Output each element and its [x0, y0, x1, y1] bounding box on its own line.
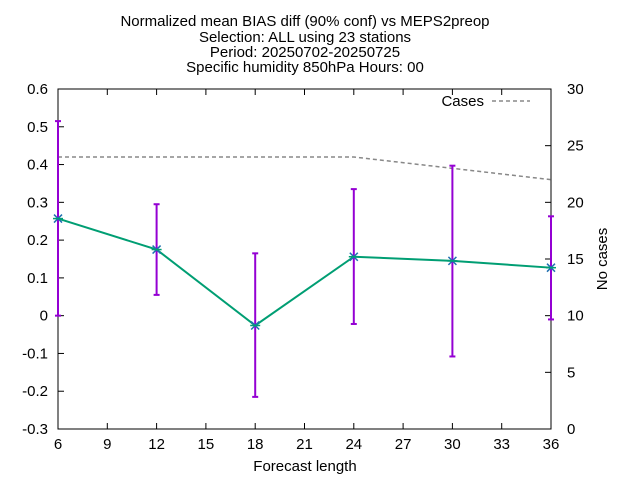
y-tick-label-6: 0: [40, 308, 48, 325]
x-tick-label-1: 9: [103, 436, 111, 453]
cases-line: [58, 156, 552, 181]
y-axis-ticks: 0.6 0.5 0.4 0.3 0.2 0.1 0 -0.1 -0.2 -0.3: [22, 81, 64, 438]
y2-tick-label-5: 5: [567, 364, 575, 381]
bias-point-3: [348, 252, 359, 262]
x-tick-label-0: 6: [54, 436, 62, 453]
x-tick-label-8: 30: [444, 436, 461, 453]
x-tick-label-10: 36: [543, 436, 560, 453]
bias-line: [57, 217, 552, 327]
bias-point-0: [53, 214, 63, 224]
y-tick-label-3: 0.3: [27, 194, 48, 211]
legend-label-cases: Cases: [441, 93, 484, 110]
y-tick-label-2: 0.4: [27, 157, 48, 174]
title-line-1: Normalized mean BIAS diff (90% conf) vs …: [120, 13, 489, 30]
y-tick-label-0: 0.6: [27, 81, 48, 98]
x-tick-label-9: 33: [493, 436, 510, 453]
bias-point-1: [151, 245, 162, 255]
y2-axis-label: No cases: [594, 228, 611, 291]
legend: Cases: [441, 93, 530, 110]
x-tick-label-3: 15: [198, 436, 215, 453]
y2-axis-ticks: 30 25 20 15 10 5 0: [545, 81, 584, 438]
x-tick-label-5: 21: [296, 436, 313, 453]
x-tick-label-6: 24: [345, 436, 362, 453]
bias-point-4: [447, 256, 458, 266]
y-tick-label-1: 0.5: [27, 119, 48, 136]
y2-tick-label-1: 25: [567, 138, 584, 155]
title-line-2: Selection: ALL using 23 stations: [199, 29, 411, 46]
y-tick-label-7: -0.1: [22, 345, 48, 362]
y-tick-label-5: 0.1: [27, 270, 48, 287]
x-axis-label: Forecast length: [253, 458, 356, 475]
x-tick-label-2: 12: [148, 436, 165, 453]
y-tick-label-9: -0.3: [22, 421, 48, 438]
plot-frame: [57, 88, 552, 430]
y2-tick-label-0: 30: [567, 81, 584, 98]
y2-tick-label-4: 10: [567, 308, 584, 325]
y2-tick-label-3: 15: [567, 251, 584, 268]
bias-point-2: [250, 320, 261, 331]
title-line-4: Specific humidity 850hPa Hours: 00: [186, 59, 424, 76]
y2-tick-label-6: 0: [567, 421, 575, 438]
bias-point-5: [546, 263, 556, 273]
x-tick-label-4: 18: [247, 436, 264, 453]
x-tick-label-7: 27: [395, 436, 412, 453]
title-line-3: Period: 20250702-20250725: [210, 44, 400, 61]
chart-title: Normalized mean BIAS diff (90% conf) vs …: [120, 13, 489, 76]
x-axis-ticks: 6 9 12 15 18 21 24 27 30 33 36: [54, 89, 560, 453]
y2-tick-label-2: 20: [567, 194, 584, 211]
series-layer: [53, 120, 556, 398]
y-tick-label-4: 0.2: [27, 232, 48, 249]
y-tick-label-8: -0.2: [22, 383, 48, 400]
